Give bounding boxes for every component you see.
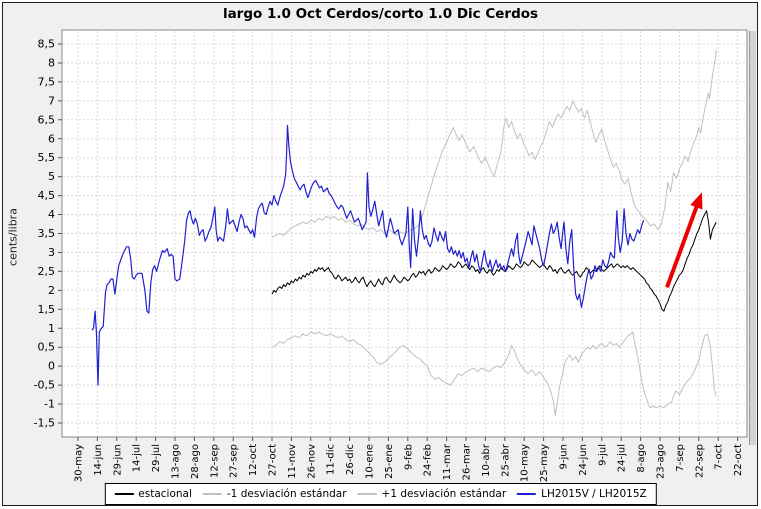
x-tick-label: 12-sep (209, 444, 220, 478)
y-tick-label: 0,5 (38, 341, 56, 354)
x-tick-label: 26-mar (462, 443, 473, 480)
x-tick-label: 26-nov (306, 444, 317, 479)
x-tick-label: 14-jul (132, 444, 143, 472)
legend-item-1: -1 desviación estándar (202, 488, 347, 500)
y-tick-label: 0 (48, 360, 55, 373)
trend-arrow-shaft (665, 204, 699, 289)
x-tick-label: 9-jul (597, 444, 608, 466)
x-tick-label: 22-oct (733, 444, 744, 476)
x-tick-label: 27-oct (268, 444, 279, 476)
y-tick-label: 8,5 (38, 38, 56, 51)
x-tick-label: 9-feb (403, 444, 414, 470)
trend-arrow-head (690, 192, 703, 210)
y-tick-label: 6,5 (38, 113, 56, 126)
x-tick-label: 27-sep (229, 444, 240, 478)
legend-swatch (202, 493, 222, 495)
y-tick-label: 3,5 (38, 227, 56, 240)
x-tick-label: 24-jul (617, 444, 628, 472)
x-tick-label: 10-abr (481, 443, 492, 477)
x-tick-label: 25-may (539, 444, 550, 482)
chart-title: largo 1.0 Oct Cerdos/corto 1.0 Dic Cerdo… (222, 6, 539, 22)
x-tick-label: 11-nov (287, 444, 298, 479)
y-tick-label: 4 (48, 208, 55, 221)
y-tick-label: 2 (48, 284, 55, 297)
x-tick-label: 10-ene (365, 444, 376, 479)
x-tick-label: 23-ago (656, 444, 667, 479)
y-tick-label: -1 (44, 398, 55, 411)
y-tick-label: -0,5 (34, 379, 55, 392)
y-tick-label: 4,5 (38, 189, 56, 202)
legend-item-label: -1 desviación estándar (226, 488, 347, 500)
legend-item-label: estacional (138, 488, 192, 500)
x-tick-label: 28-ago (190, 444, 201, 479)
y-tick-label: 6 (48, 132, 55, 145)
legend-item-3: LH2015V / LH2015Z (517, 488, 647, 500)
axis-ticks (58, 43, 739, 441)
x-tick-label: 22-sep (694, 444, 705, 478)
legend-item-label: LH2015V / LH2015Z (541, 488, 647, 500)
legend-item-2: +1 desviación estándar (357, 488, 507, 500)
x-tick-label: 30-may (74, 444, 85, 482)
x-tick-label: 29-jul (151, 444, 162, 472)
y-tick-label: 1,5 (38, 303, 56, 316)
legend: estacional -1 desviación estándar +1 desvi… (104, 483, 657, 505)
y-tick-label: 5 (48, 170, 55, 183)
x-tick-label: 11-dic (326, 444, 337, 475)
legend-swatch (357, 493, 377, 495)
y-tick-label: 5,5 (38, 151, 56, 164)
x-tick-label: 29-jun (112, 444, 123, 476)
legend-swatch (517, 493, 537, 495)
x-tick-label: 25-abr (500, 443, 511, 477)
gridlines (63, 31, 746, 436)
y-tick-label: 7,5 (38, 75, 56, 88)
x-tick-label: 11-mar (442, 443, 453, 480)
x-tick-label: 25-ene (384, 444, 395, 479)
y-tick-label: 1 (48, 322, 55, 335)
legend-swatch (114, 493, 134, 495)
x-tick-label: 10-may (520, 444, 531, 482)
legend-item-label: +1 desviación estándar (381, 488, 507, 500)
x-tick-label: 13-ago (171, 444, 182, 479)
x-tick-label: 24-feb (423, 444, 434, 476)
legend-item-0: estacional (114, 488, 192, 500)
panel-edge-strip (749, 31, 756, 445)
x-tick-label: 26-dic (345, 444, 356, 475)
series--1-desviaci-n-est-ndar (271, 331, 717, 416)
y-tick-label: 7 (48, 94, 55, 107)
y-tick-label: -1,5 (34, 417, 55, 430)
y-tick-label: 2,5 (38, 265, 56, 278)
x-tick-label: 24-jun (578, 444, 589, 476)
series-estacional (271, 210, 717, 312)
x-tick-label: 12-oct (248, 444, 259, 476)
x-tick-label: 14-jun (93, 444, 104, 476)
y-tick-label: 8 (48, 56, 55, 69)
x-tick-label: 8-ago (636, 444, 647, 473)
x-tick-label: 7-sep (675, 444, 686, 472)
y-tick-label: 3 (48, 246, 55, 259)
series-lh2015v-lh2015z (91, 124, 645, 386)
x-tick-label: 9-jun (559, 444, 570, 469)
x-tick-label: 7-oct (714, 444, 725, 470)
